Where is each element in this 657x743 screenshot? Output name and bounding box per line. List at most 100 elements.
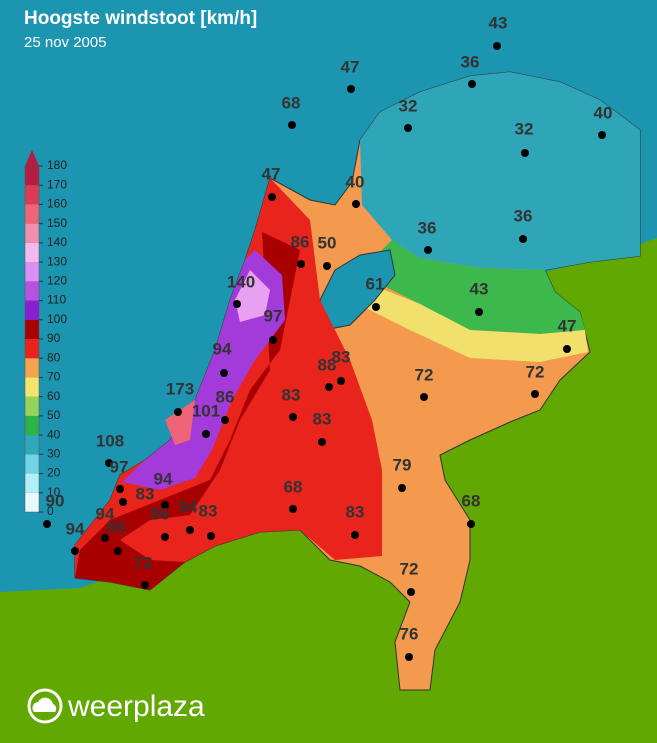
station-dot [289,413,297,421]
legend-tick-label: 50 [47,408,61,422]
station-dot [325,383,333,391]
station-dot [141,581,149,589]
station-value: 140 [227,272,255,291]
legend-swatch [25,339,39,359]
station-value: 36 [514,206,533,225]
station-dot [289,505,297,513]
station-dot [352,200,360,208]
station-dot [420,393,428,401]
zone-green [370,240,585,334]
station-dot [221,416,229,424]
legend-swatch [25,396,39,416]
station-value: 47 [262,164,281,183]
station-dot [398,484,406,492]
station-value: 50 [318,233,337,252]
station-dot [71,547,79,555]
station-dot [101,534,109,542]
station-value: 47 [558,316,577,335]
station-value: 68 [284,477,303,496]
station-value: 101 [192,401,220,420]
station-value: 43 [489,13,508,32]
legend-tick-label: 70 [47,370,61,384]
legend-swatch [25,435,39,455]
legend-swatch [25,223,39,243]
station-value: 36 [461,52,480,71]
station-value: 94 [179,497,198,516]
station-dot [43,520,51,528]
legend-swatch [25,358,39,378]
zone-rose [165,400,195,445]
station-dot [405,653,413,661]
station-dot [347,85,355,93]
legend-tick-label: 140 [47,235,67,249]
legend-tick-label: 180 [47,158,67,172]
station-value: 32 [399,96,418,115]
station-dot [233,300,241,308]
station-value: 76 [400,624,419,643]
station-dot [563,345,571,353]
station-value: 36 [418,218,437,237]
station-value: 83 [313,409,332,428]
station-value: 94 [213,339,232,358]
station-value: 94 [154,469,173,488]
station-dot [467,520,475,528]
station-dot [404,124,412,132]
legend-tick-label: 30 [47,447,61,461]
zone-north [360,72,640,270]
legend-tick-label: 130 [47,254,67,268]
zone-yellow [360,284,588,362]
legend-swatch [25,242,39,263]
station-dot [521,149,529,157]
legend-swatch [25,319,39,339]
legend-swatch [25,166,39,186]
station-value: 72 [415,365,434,384]
station-value: 86 [107,517,126,536]
legend-tick-label: 120 [47,274,67,288]
station-dot [475,308,483,316]
station-dot [207,532,215,540]
legend-tick-label: 80 [47,350,61,364]
station-value: 61 [366,274,385,293]
legend-tick-label: 110 [47,293,66,307]
station-value: 83 [282,385,301,404]
station-value: 94 [66,519,85,538]
logo-icon [27,688,63,724]
station-value: 43 [470,279,489,298]
station-dot [318,438,326,446]
station-value: 108 [96,431,124,450]
station-value: 83 [136,484,155,503]
station-value: 83 [332,347,351,366]
date: 25 nov 2005 [24,34,107,51]
station-value: 83 [346,502,365,521]
station-dot [161,533,169,541]
station-value: 86 [291,232,310,251]
legend-tick-label: 40 [47,427,61,441]
legend-tick-label: 160 [47,197,67,211]
station-value: 72 [526,362,545,381]
legend-swatch [25,415,39,436]
station-dot [493,42,501,50]
station-dot [288,121,296,129]
legend-tick-label: 170 [47,177,67,191]
station-dot [186,526,194,534]
station-value: 97 [110,457,129,476]
station-dot [161,501,169,509]
station-value: 40 [594,103,613,122]
legend-swatch [25,492,39,512]
legend: 0 10 20 30 40 50 60 70 80 90 100 110 120 130 140 150 160… [24,150,67,518]
station-value: 72 [400,559,419,578]
station-value: 94 [96,504,115,523]
zone-darkred [75,232,300,590]
legend-tick-label: 10 [47,485,61,499]
station-dot [407,588,415,596]
legend-swatch [25,204,39,224]
station-dot [337,377,345,385]
station-value: 86 [216,387,235,406]
legend-swatch [25,262,39,282]
station-dot [531,390,539,398]
legend-swatch [25,454,39,474]
legend-swatch [25,473,39,493]
station-dot [372,303,380,311]
